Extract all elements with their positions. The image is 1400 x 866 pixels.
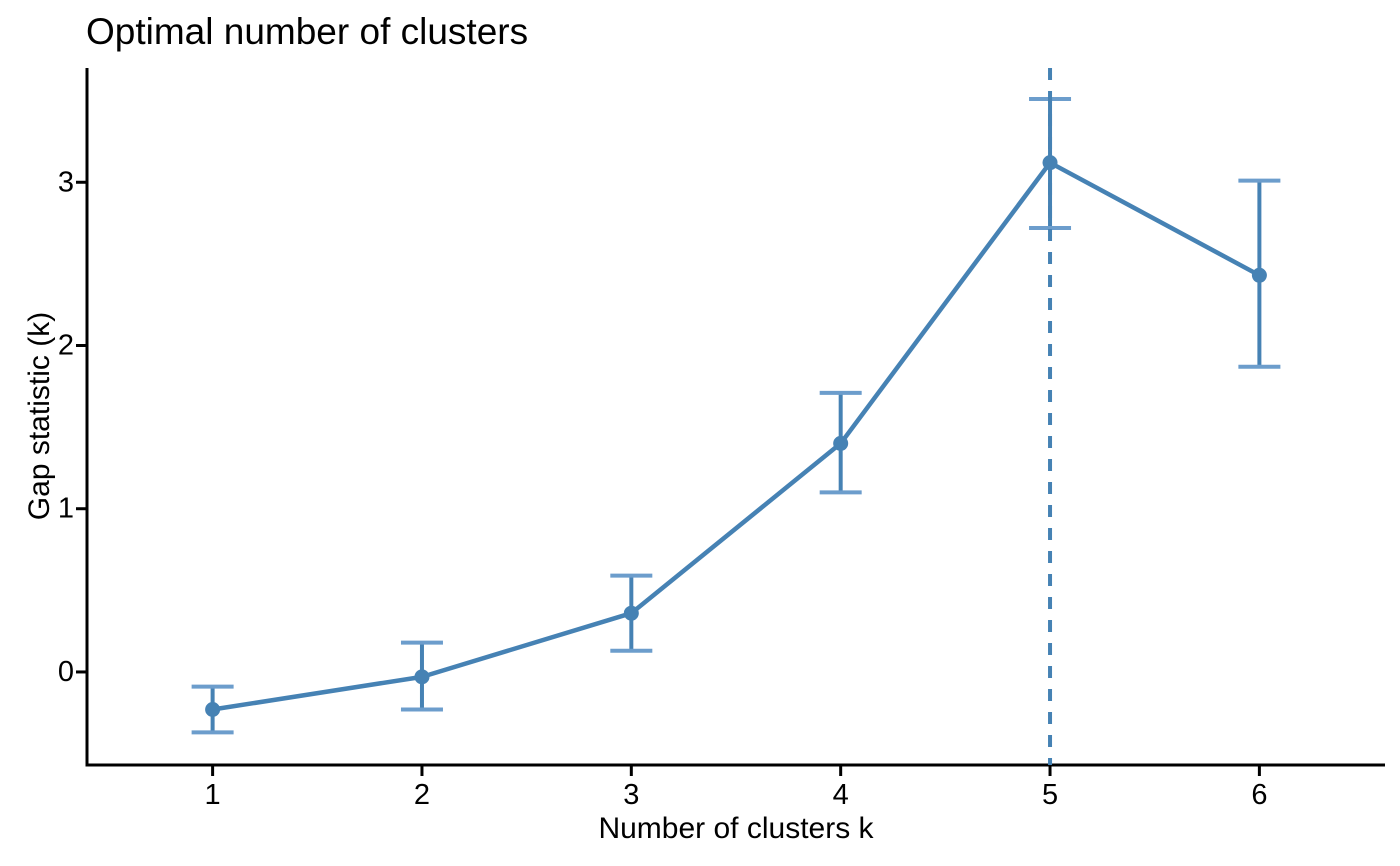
- data-point: [414, 669, 430, 685]
- y-tick-label: 2: [58, 329, 74, 361]
- y-tick-label: 3: [58, 166, 74, 198]
- x-tick-label: 1: [205, 779, 221, 811]
- chart-title: Optimal number of clusters: [86, 11, 529, 52]
- x-tick-label: 6: [1251, 779, 1267, 811]
- axis-lines: [85, 68, 1385, 767]
- data-point: [1251, 267, 1267, 283]
- y-tick-label: 0: [58, 656, 74, 688]
- y-axis-title: Gap statistic (k): [23, 311, 56, 521]
- x-tick-label: 3: [623, 779, 639, 811]
- data-point: [205, 702, 221, 718]
- x-tick-label: 4: [833, 779, 849, 811]
- data-point: [623, 605, 639, 621]
- x-axis-title: Number of clusters k: [598, 812, 874, 845]
- data-point: [833, 435, 849, 451]
- y-tick-label: 1: [58, 493, 74, 525]
- x-tick-label: 2: [414, 779, 430, 811]
- gap-statistic-line: [212, 160, 1261, 712]
- x-tick-label: 5: [1042, 779, 1058, 811]
